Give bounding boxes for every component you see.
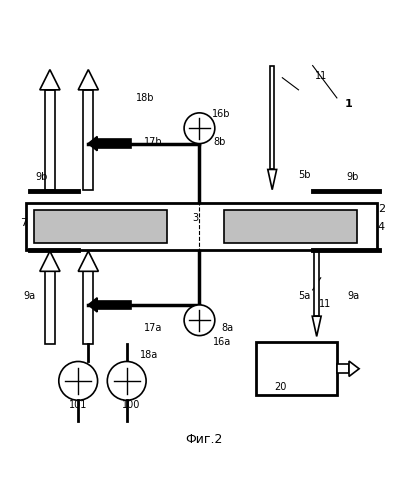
Bar (224, 210, 357, 244)
Text: 8a: 8a (222, 323, 234, 333)
Text: 9a: 9a (24, 291, 36, 301)
Circle shape (184, 305, 215, 336)
Text: 18b: 18b (136, 93, 154, 103)
Polygon shape (268, 170, 277, 190)
Text: 18a: 18a (140, 350, 158, 360)
Text: 9a: 9a (347, 291, 359, 301)
Bar (26, 203, 377, 250)
Circle shape (184, 113, 215, 144)
Polygon shape (88, 298, 97, 312)
Text: 2: 2 (378, 204, 385, 214)
Polygon shape (40, 70, 60, 90)
Text: 101: 101 (69, 400, 88, 410)
Text: 9b: 9b (347, 172, 359, 182)
Text: 16a: 16a (212, 337, 231, 347)
Text: 11: 11 (315, 71, 327, 81)
Polygon shape (83, 90, 93, 190)
Polygon shape (45, 90, 55, 190)
Bar (256, 342, 337, 395)
Polygon shape (349, 361, 359, 376)
Polygon shape (45, 271, 55, 344)
Polygon shape (312, 316, 321, 336)
Polygon shape (83, 271, 93, 344)
Text: 3: 3 (193, 213, 199, 223)
Text: 5a: 5a (298, 291, 311, 301)
Text: 16b: 16b (212, 109, 231, 119)
Polygon shape (337, 364, 349, 373)
Polygon shape (88, 137, 97, 151)
Text: Фиг.2: Фиг.2 (185, 433, 222, 446)
Text: 8b: 8b (214, 137, 226, 147)
Polygon shape (78, 251, 98, 271)
Polygon shape (315, 251, 319, 316)
Text: 11: 11 (319, 299, 331, 309)
Circle shape (107, 361, 146, 400)
Polygon shape (270, 65, 274, 170)
Text: 4: 4 (378, 222, 385, 232)
Text: 17b: 17b (144, 137, 162, 147)
Text: 17a: 17a (144, 323, 162, 333)
Circle shape (59, 361, 98, 400)
Text: 140: 140 (122, 370, 140, 380)
Text: 5b: 5b (298, 170, 311, 180)
Text: 9b: 9b (36, 172, 48, 182)
Polygon shape (97, 300, 131, 309)
Polygon shape (97, 139, 131, 148)
Text: 141: 141 (65, 370, 83, 380)
Text: 100: 100 (122, 400, 140, 410)
Polygon shape (78, 70, 98, 90)
Bar (34, 210, 167, 244)
Text: 20: 20 (274, 382, 287, 392)
Text: 1: 1 (345, 99, 353, 109)
Text: 7: 7 (20, 218, 27, 228)
Polygon shape (40, 251, 60, 271)
